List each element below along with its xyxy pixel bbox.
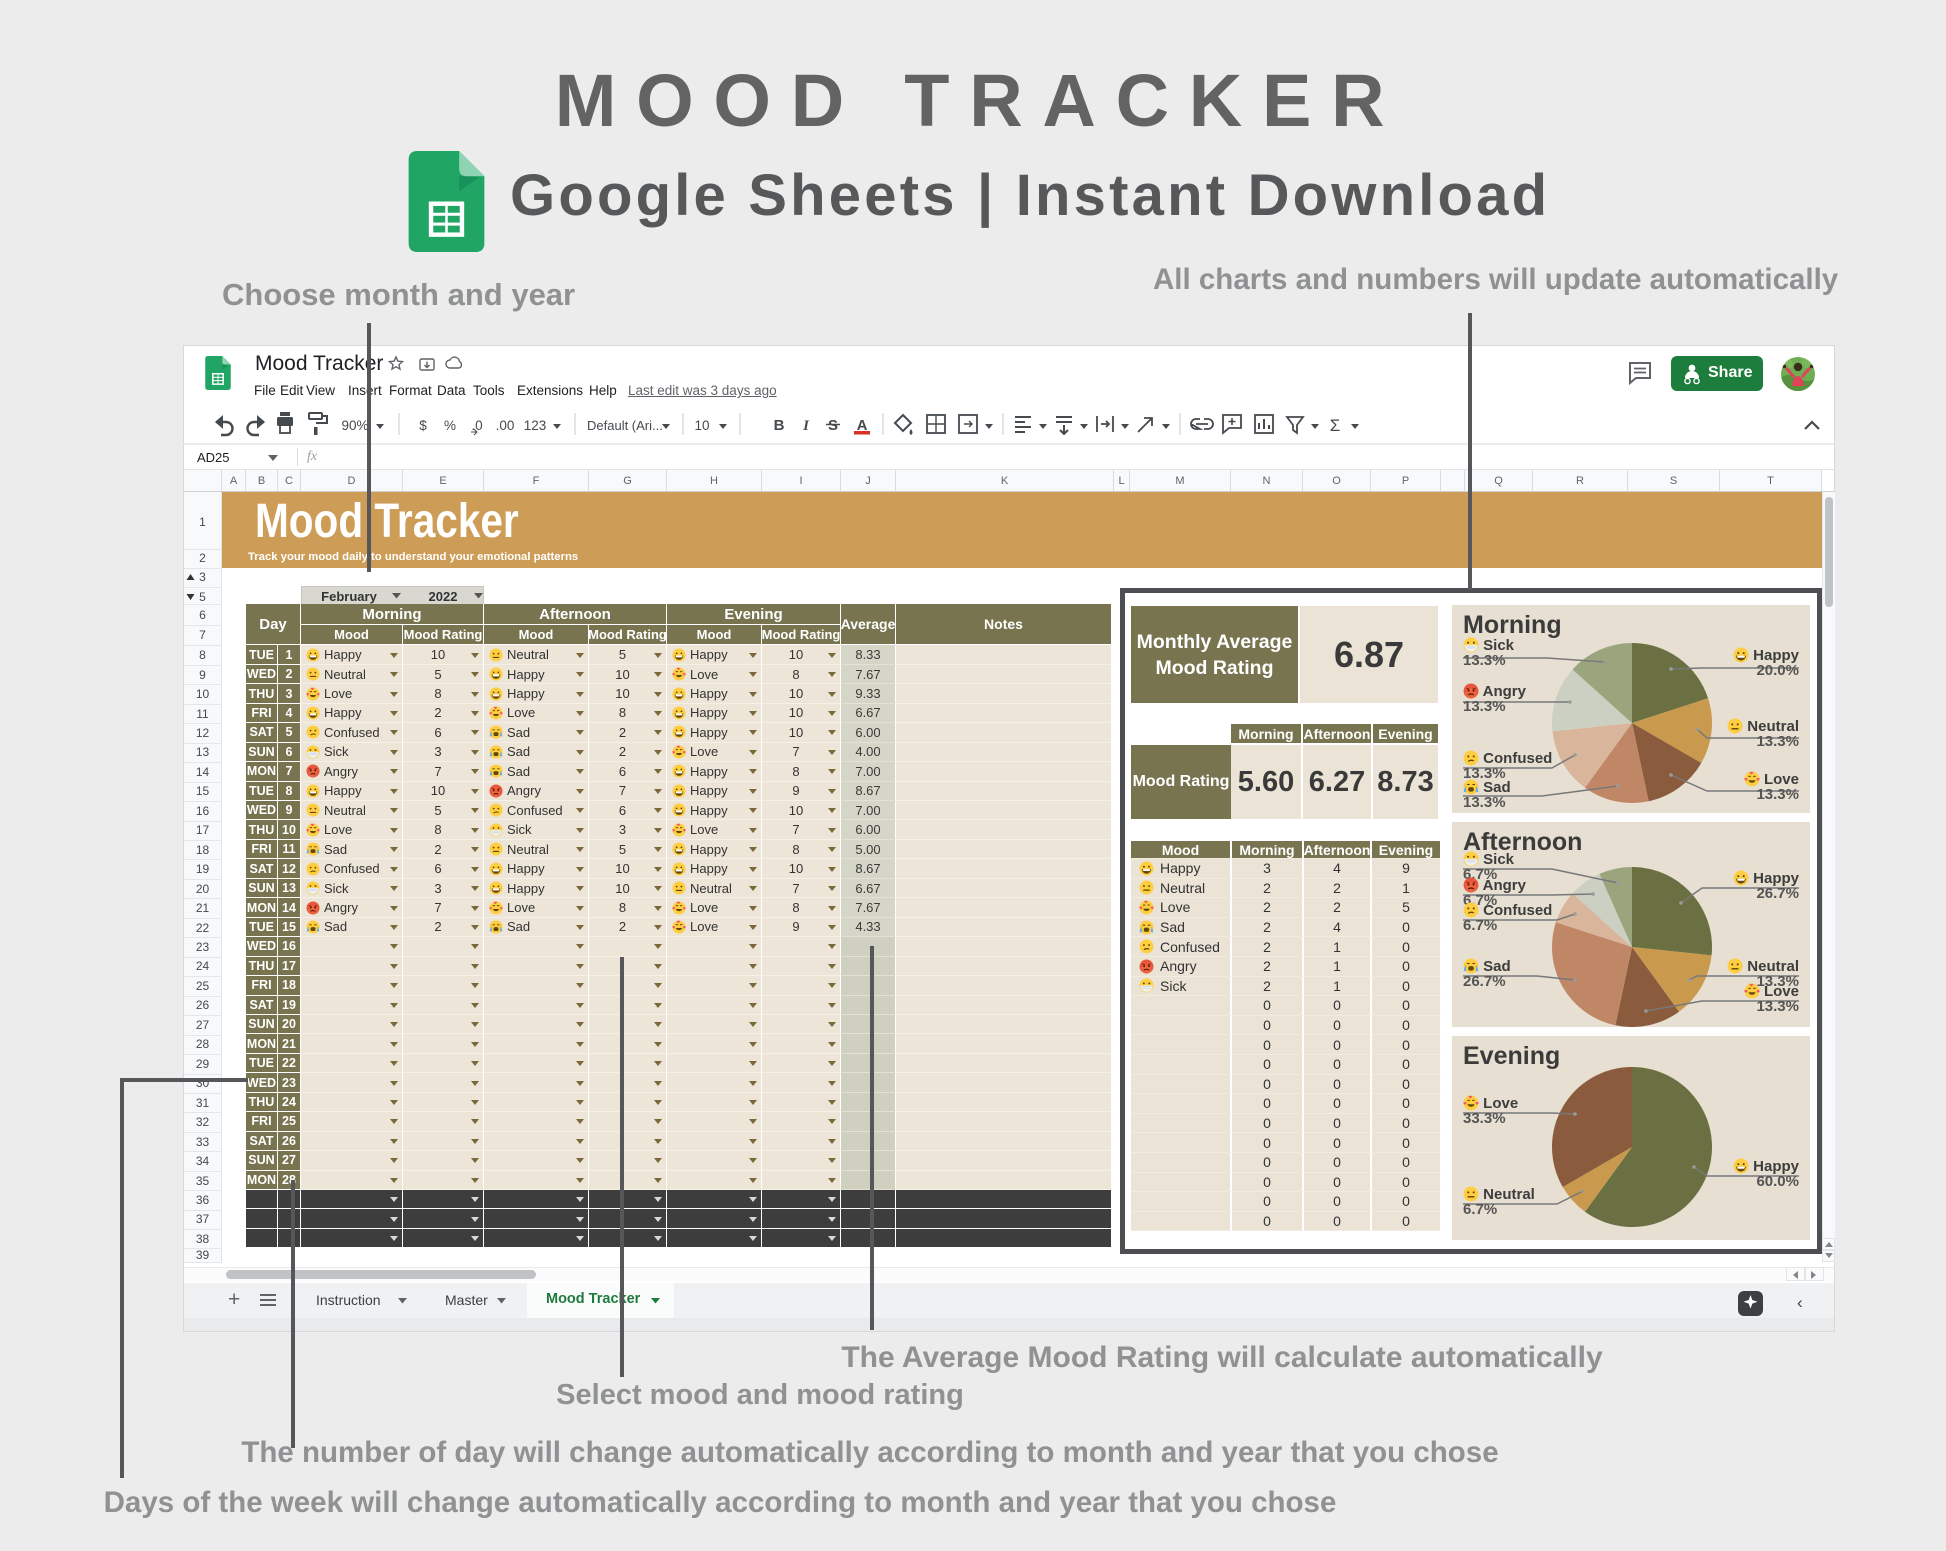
svg-text:123: 123 bbox=[524, 418, 547, 433]
svg-text:$: $ bbox=[419, 418, 427, 433]
svg-text:90%: 90% bbox=[341, 418, 368, 433]
svg-text:%: % bbox=[444, 418, 456, 433]
svg-text:I: I bbox=[802, 418, 810, 434]
svg-text:B: B bbox=[774, 417, 785, 434]
svg-text:A: A bbox=[857, 417, 868, 434]
svg-text:Σ: Σ bbox=[1330, 416, 1341, 435]
svg-text:.00: .00 bbox=[496, 418, 515, 433]
svg-text:.0: .0 bbox=[471, 418, 482, 433]
svg-text:S: S bbox=[828, 417, 838, 434]
svg-text:Default (Ari...: Default (Ari... bbox=[587, 418, 663, 433]
svg-text:10: 10 bbox=[694, 418, 709, 433]
